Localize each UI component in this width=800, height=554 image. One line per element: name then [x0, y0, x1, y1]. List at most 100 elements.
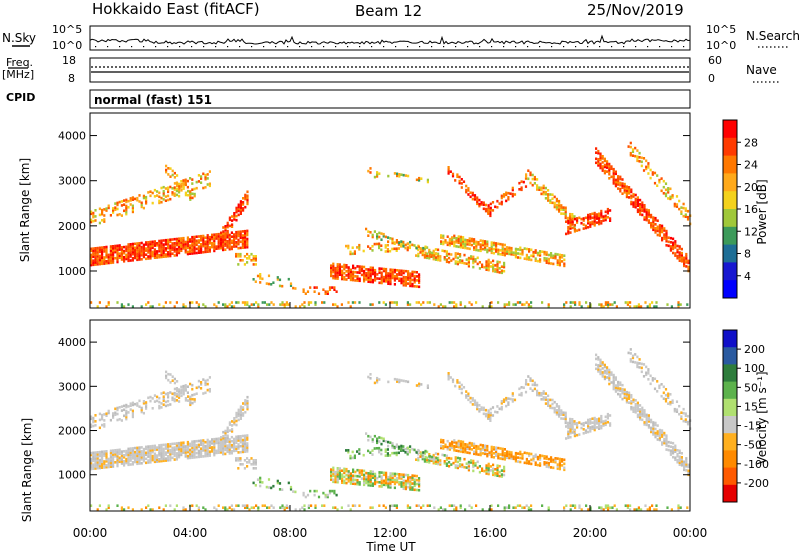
range-cell — [446, 243, 449, 247]
range-cell — [178, 243, 181, 247]
range-cell — [387, 475, 390, 479]
range-cell — [175, 393, 178, 396]
range-cell — [184, 508, 187, 511]
range-cell — [491, 414, 495, 417]
range-cell — [208, 388, 211, 391]
range-cell — [665, 235, 668, 239]
range-cell — [242, 197, 245, 200]
range-cell — [175, 193, 178, 197]
colorbar-segment — [723, 280, 737, 299]
range-cell — [389, 278, 392, 282]
range-cell — [263, 504, 266, 507]
range-cell — [470, 255, 473, 258]
range-cell — [200, 439, 203, 442]
range-cell — [521, 453, 524, 456]
range-cell — [634, 403, 637, 406]
range-cell — [195, 386, 198, 390]
range-cell — [314, 303, 317, 306]
range-cell — [169, 456, 172, 460]
range-cell — [664, 192, 668, 196]
range-cell — [96, 461, 99, 464]
range-cell — [358, 452, 361, 455]
range-cell — [636, 409, 639, 413]
range-cell — [343, 263, 346, 267]
range-cell — [244, 195, 247, 199]
range-cell — [197, 455, 200, 459]
range-cell — [628, 192, 631, 195]
range-cell — [96, 466, 99, 470]
range-cell — [465, 184, 468, 188]
range-cell — [519, 452, 522, 456]
range-cell — [164, 404, 167, 408]
range-cell — [445, 260, 448, 264]
range-cell — [363, 475, 366, 479]
range-cell — [235, 435, 238, 439]
range-cell — [451, 174, 455, 178]
range-cell — [443, 454, 446, 457]
range-cell — [478, 267, 481, 270]
range-cell — [595, 157, 598, 161]
range-cell — [92, 453, 95, 457]
range-cell — [235, 214, 238, 218]
range-cell — [331, 489, 334, 493]
range-cell — [233, 218, 236, 221]
range-cell — [547, 463, 550, 467]
range-cell — [540, 192, 543, 196]
range-cell — [178, 186, 181, 190]
range-cell — [683, 262, 686, 266]
range-cell — [123, 450, 126, 453]
range-cell — [468, 445, 471, 449]
range-cell — [94, 465, 97, 468]
range-cell — [467, 264, 470, 268]
range-cell — [182, 445, 185, 448]
range-cell — [576, 221, 579, 224]
range-cell — [123, 249, 126, 253]
range-cell — [457, 445, 460, 449]
range-cell — [645, 365, 648, 369]
range-cell — [380, 448, 383, 452]
range-cell — [120, 506, 123, 509]
range-cell — [641, 412, 644, 416]
range-cell — [481, 247, 484, 251]
range-cell — [625, 398, 628, 402]
range-cell — [371, 235, 374, 239]
range-cell — [283, 506, 286, 509]
range-cell — [608, 170, 611, 174]
range-cell — [481, 446, 484, 449]
range-cell — [558, 202, 561, 205]
range-cell — [553, 400, 556, 404]
range-cell — [165, 374, 168, 378]
range-cell — [600, 418, 603, 422]
range-cell — [184, 389, 187, 392]
range-cell — [603, 171, 606, 175]
range-cell — [107, 506, 110, 509]
range-cell — [450, 504, 453, 507]
range-cell — [109, 455, 112, 459]
range-cell — [162, 249, 165, 252]
noise-search-trace — [95, 46, 685, 48]
range-cell — [475, 452, 478, 456]
x-tick-label: 12:00 — [373, 526, 408, 540]
range-cell — [204, 383, 207, 387]
range-cell — [652, 222, 655, 225]
range-cell — [248, 305, 251, 308]
range-cell — [505, 398, 508, 402]
range-cell — [116, 250, 119, 254]
range-cell — [149, 242, 152, 246]
range-cell — [498, 407, 501, 411]
range-cell — [336, 271, 339, 274]
range-cell — [600, 220, 603, 223]
range-cell — [407, 479, 410, 483]
range-cell — [142, 251, 145, 255]
range-cell — [323, 301, 326, 304]
range-cell — [138, 456, 141, 459]
range-cell — [200, 236, 203, 240]
range-cell — [217, 437, 220, 440]
range-cell — [667, 402, 670, 405]
range-cell — [400, 475, 403, 478]
range-cell — [254, 255, 257, 258]
range-cell — [556, 457, 559, 460]
range-cell — [450, 457, 453, 460]
range-cell — [131, 455, 134, 458]
